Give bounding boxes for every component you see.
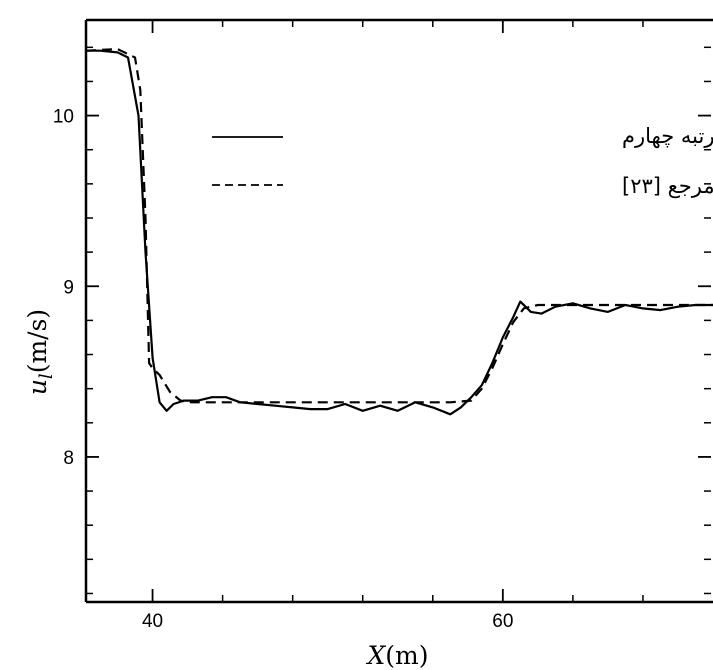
svg-text:ul(m/s): ul(m/s) bbox=[23, 309, 57, 395]
series-line-1 bbox=[86, 49, 713, 416]
x-axis-label: X(m) bbox=[365, 641, 428, 670]
x-tick-label: 60 bbox=[492, 611, 513, 632]
x-tick-label: 40 bbox=[142, 611, 163, 632]
minor-ticks bbox=[86, 20, 711, 602]
series-line-2 bbox=[85, 47, 713, 404]
y-tick-label: 9 bbox=[63, 277, 74, 298]
major-ticks bbox=[86, 20, 711, 602]
y-axis-label: ul(m/s) bbox=[23, 309, 57, 395]
y-tick-label: 10 bbox=[53, 107, 74, 128]
y-tick-label: 8 bbox=[63, 448, 74, 469]
legend-label-series-2: حل مرجع [۲۳] bbox=[622, 174, 713, 198]
legend: ۲۰۰ سلول روش مرتبه چهارم حل مرجع [۲۳] bbox=[212, 124, 713, 198]
plot-lines bbox=[85, 47, 713, 416]
plot-frame bbox=[84, 18, 713, 604]
tick-labels: 40 60 8 9 10 bbox=[53, 107, 514, 632]
legend-label-series-1: ۲۰۰ سلول روش مرتبه چهارم bbox=[622, 124, 713, 148]
